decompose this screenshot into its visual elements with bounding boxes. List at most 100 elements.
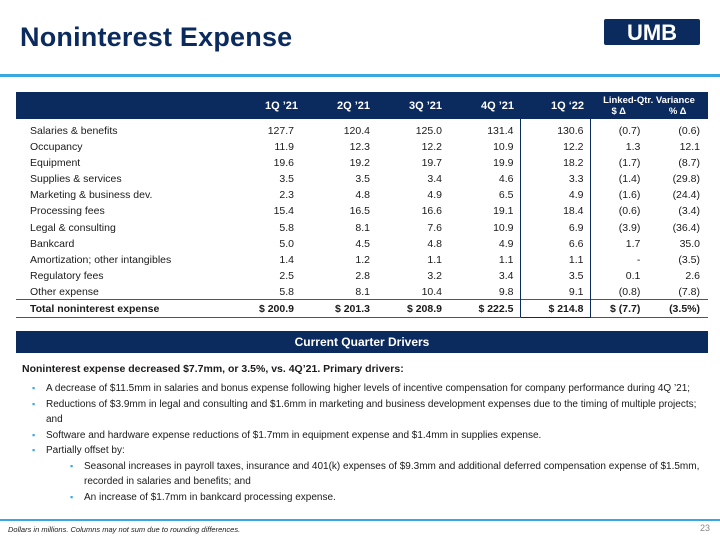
header-3q21: 3Q ’21 xyxy=(376,92,448,119)
row-dollar-variance: 1.7 xyxy=(625,237,641,250)
row-pct-variance: 35.0 xyxy=(679,237,700,250)
row-value: 19.6 xyxy=(273,157,294,170)
driver-sub-bullet: An increase of $1.7mm in bankcard proces… xyxy=(30,490,706,506)
driver-sub-bullet: Seasonal increases in payroll taxes, ins… xyxy=(30,459,706,490)
row-value: 3.2 xyxy=(427,269,442,282)
row-value: 15.4 xyxy=(273,205,294,218)
row-value: 2.3 xyxy=(279,189,294,202)
row-dollar-variance: 1.3 xyxy=(625,141,641,154)
row-value: 8.1 xyxy=(355,221,370,234)
row-value: 4.6 xyxy=(498,173,514,186)
variance-pct-delta: % Δ xyxy=(668,105,687,117)
total-value: $ 208.9 xyxy=(376,299,448,319)
row-dollar-variance: (1.4) xyxy=(618,173,641,186)
table-row: Legal & consulting 5.8 8.1 7.6 10.9 6.9 (3.9) (… xyxy=(16,219,708,236)
row-dollar-variance: (0.8) xyxy=(618,285,641,298)
drivers-heading: Current Quarter Drivers xyxy=(16,331,708,353)
row-value: 19.1 xyxy=(493,205,514,218)
row-label: Legal & consulting xyxy=(30,221,116,234)
row-value: 12.2 xyxy=(421,141,442,154)
row-label: Salaries & benefits xyxy=(30,125,118,137)
row-pct-variance: (7.8) xyxy=(678,285,700,298)
row-dollar-variance: (0.7) xyxy=(618,125,641,137)
driver-bullet: Partially offset by: xyxy=(30,443,706,459)
table-row: Processing fees 15.4 16.5 16.6 19.1 18.4 (0.6)… xyxy=(16,203,708,220)
total-value: $ 200.9 xyxy=(230,299,304,319)
total-value: $ 222.5 xyxy=(448,299,520,319)
row-value: 8.1 xyxy=(355,285,370,298)
row-value: 16.5 xyxy=(349,205,370,218)
row-pct-variance: (8.7) xyxy=(678,157,700,170)
row-value: 9.8 xyxy=(498,285,514,298)
row-value: 10.9 xyxy=(493,221,514,234)
row-value: 3.5 xyxy=(519,267,591,284)
row-label: Equipment xyxy=(30,157,81,170)
row-value: 3.5 xyxy=(279,173,294,186)
row-value: 4.5 xyxy=(355,237,370,250)
header-2q21: 2Q ’21 xyxy=(304,92,376,119)
row-value: 4.8 xyxy=(355,189,370,202)
footer-divider xyxy=(0,519,720,521)
umb-logo: UMB xyxy=(604,19,700,45)
total-value: $ 201.3 xyxy=(304,299,376,319)
table-body: Salaries & benefits 127.7 120.4 125.0 131.4 1… xyxy=(16,119,708,319)
row-value: 6.9 xyxy=(519,219,591,236)
row-pct-variance: (0.6) xyxy=(678,125,700,137)
row-value: 3.4 xyxy=(427,173,442,186)
row-dollar-variance: (3.9) xyxy=(618,221,641,234)
table-total-row: Total noninterest expense $ 200.9 $ 201.3 $… xyxy=(16,299,708,319)
total-label: Total noninterest expense xyxy=(16,299,230,319)
row-label: Marketing & business dev. xyxy=(30,189,153,202)
table-row: Other expense 5.8 8.1 10.4 9.8 9.1 (0.8) (7.8) xyxy=(16,283,708,300)
row-dollar-variance: 0.1 xyxy=(625,269,641,282)
row-value: 19.2 xyxy=(349,157,370,170)
row-value: 7.6 xyxy=(427,221,442,234)
table-row: Regulatory fees 2.5 2.8 3.2 3.4 3.5 0.1 2.6 xyxy=(16,267,708,284)
row-value: 120.4 xyxy=(343,125,370,137)
row-value: 3.5 xyxy=(355,173,370,186)
row-value: 6.6 xyxy=(519,235,591,252)
row-value: 9.1 xyxy=(519,283,591,300)
header-4q21: 4Q ’21 xyxy=(448,92,520,119)
row-value: 11.9 xyxy=(274,141,294,154)
variance-title: Linked-Qtr. Variance xyxy=(603,94,695,106)
expense-table: 1Q ’21 2Q ’21 3Q ’21 4Q ’21 1Q ‘22 Linke… xyxy=(16,92,708,319)
row-value: 19.9 xyxy=(493,157,514,170)
driver-bullet: A decrease of $11.5mm in salaries and bo… xyxy=(30,381,706,397)
header-1q21: 1Q ’21 xyxy=(230,92,304,119)
page-title: Noninterest Expense xyxy=(20,22,293,52)
row-value: 18.2 xyxy=(519,155,591,172)
row-dollar-variance: (1.6) xyxy=(618,189,641,202)
row-label: Bankcard xyxy=(30,237,75,250)
total-dollar-variance: $ (7.7) xyxy=(590,299,651,319)
table-row: Occupancy 11.9 12.3 12.2 10.9 12.2 1.3 12.1 xyxy=(16,139,708,156)
row-dollar-variance: (1.7) xyxy=(618,157,641,170)
row-value: 5.8 xyxy=(279,221,294,234)
row-value: 127.7 xyxy=(267,125,294,137)
row-value: 12.2 xyxy=(519,139,591,156)
row-pct-variance: (3.5) xyxy=(678,253,700,266)
row-value: 10.4 xyxy=(421,285,442,298)
row-value: 4.9 xyxy=(519,187,591,204)
header-divider xyxy=(0,74,720,77)
table-row: Supplies & services 3.5 3.5 3.4 4.6 3.3 (1.4) (… xyxy=(16,171,708,188)
row-value: 19.7 xyxy=(421,157,442,170)
row-value: 1.1 xyxy=(519,251,591,268)
row-value: 125.0 xyxy=(415,125,442,137)
row-value: 4.9 xyxy=(498,237,514,250)
row-dollar-variance: - xyxy=(636,253,641,266)
total-value: $ 214.8 xyxy=(519,299,591,319)
row-pct-variance: (36.4) xyxy=(672,221,700,234)
total-pct-variance: (3.5%) xyxy=(650,299,708,319)
row-value: 5.8 xyxy=(279,285,294,298)
row-value: 4.8 xyxy=(427,237,442,250)
row-value: 10.9 xyxy=(493,141,514,154)
drivers-bullet-list: A decrease of $11.5mm in salaries and bo… xyxy=(30,381,706,505)
row-value: 6.5 xyxy=(498,189,514,202)
row-pct-variance: (24.4) xyxy=(672,189,700,202)
row-value: 4.9 xyxy=(427,189,442,202)
row-value: 1.4 xyxy=(279,253,294,266)
table-header-row: 1Q ’21 2Q ’21 3Q ’21 4Q ’21 1Q ‘22 Linke… xyxy=(16,92,708,119)
footnote: Dollars in millions. Columns may not sum… xyxy=(8,525,241,534)
table-row: Salaries & benefits 127.7 120.4 125.0 131.4 1… xyxy=(16,119,708,139)
